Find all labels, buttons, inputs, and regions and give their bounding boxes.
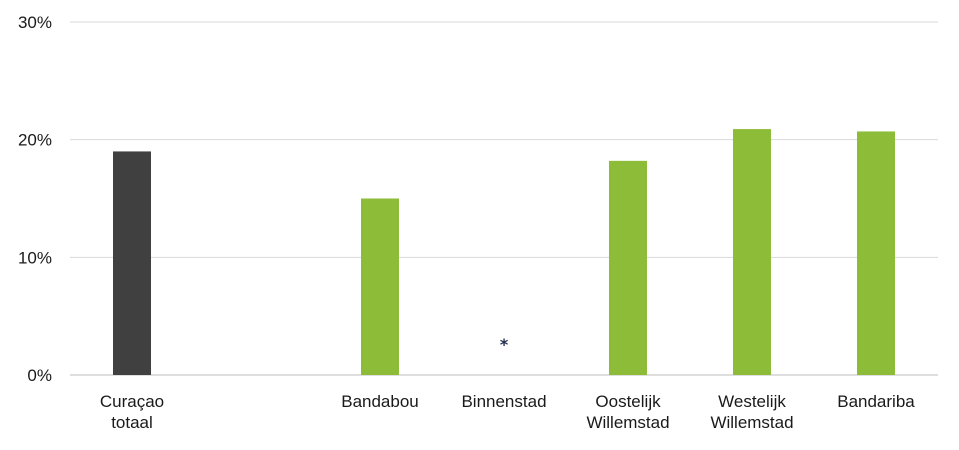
category-label: totaal — [111, 413, 153, 432]
category-label: Willemstad — [710, 413, 793, 432]
category-label: Curaçao — [100, 392, 164, 411]
bar — [361, 198, 399, 375]
y-tick-label: 10% — [18, 248, 52, 267]
category-label: Willemstad — [586, 413, 669, 432]
category-label: Bandabou — [341, 392, 419, 411]
category-label: Bandariba — [837, 392, 915, 411]
category-label: Westelijk — [718, 392, 786, 411]
x-axis-category-labels: Curaçao totaal Bandabou Binnenstad Oostelijk… — [100, 392, 915, 432]
bars — [113, 129, 895, 375]
bar — [857, 131, 895, 375]
gridlines — [70, 21, 938, 376]
bar — [609, 160, 647, 375]
category-label: Oostelijk — [595, 392, 661, 411]
y-axis-tick-labels: 0% 10% 20% 30% — [18, 13, 52, 385]
annotation-marker: * — [500, 335, 509, 354]
bar — [113, 151, 151, 375]
annotations: * — [500, 335, 509, 354]
y-tick-label: 0% — [27, 366, 52, 385]
y-tick-label: 30% — [18, 13, 52, 32]
y-tick-label: 20% — [18, 131, 52, 150]
bar — [733, 129, 771, 375]
category-label: Binnenstad — [461, 392, 546, 411]
